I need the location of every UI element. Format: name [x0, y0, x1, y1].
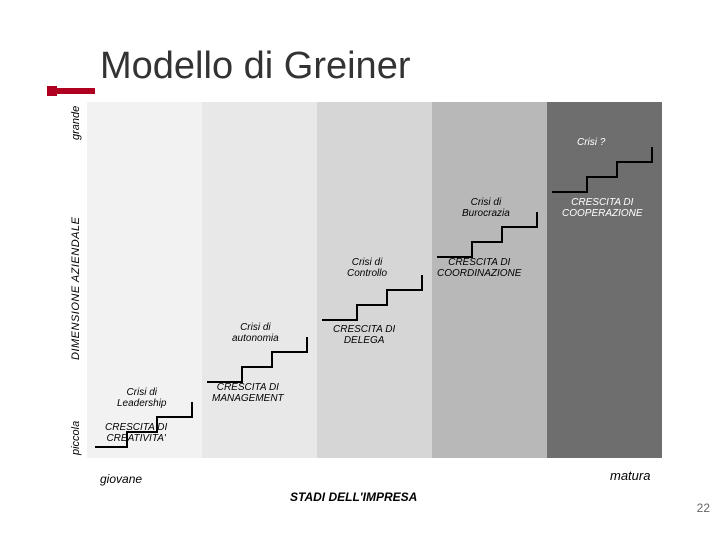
- growth-label-2: CRESCITA DIMANAGEMENT: [212, 382, 284, 404]
- y-axis-bottom: piccola: [70, 421, 82, 455]
- growth-label-4: CRESCITA DICOORDINAZIONE: [437, 257, 521, 279]
- growth-label-3: CRESCITA DIDELEGA: [333, 324, 395, 346]
- growth-label-5: CRESCITA DICOOPERAZIONE: [562, 197, 643, 219]
- x-axis-right: matura: [610, 468, 650, 483]
- y-axis-top: grande: [70, 106, 82, 140]
- page-title: Modello di Greiner: [100, 45, 410, 88]
- x-axis-left: giovane: [100, 472, 142, 486]
- crisis-label-3: Crisi diControllo: [347, 257, 387, 279]
- chart-area: CRESCITA DICREATIVITA' CRESCITA DIMANAGEM…: [85, 100, 660, 460]
- title-accent: [55, 88, 95, 94]
- step-curve: [87, 102, 662, 462]
- crisis-label-1: Crisi diLeadership: [117, 387, 166, 409]
- x-axis-label: STADI DELL'IMPRESA: [290, 490, 417, 504]
- crisis-label-2: Crisi diautonomia: [232, 322, 279, 344]
- page-number: 22: [697, 501, 710, 515]
- crisis-label-4: Crisi diBurocrazia: [462, 197, 510, 219]
- growth-label-1: CRESCITA DICREATIVITA': [105, 422, 167, 444]
- y-axis-label: DIMENSIONE AZIENDALE: [70, 217, 82, 360]
- crisis-label-5: Crisi ?: [577, 137, 605, 148]
